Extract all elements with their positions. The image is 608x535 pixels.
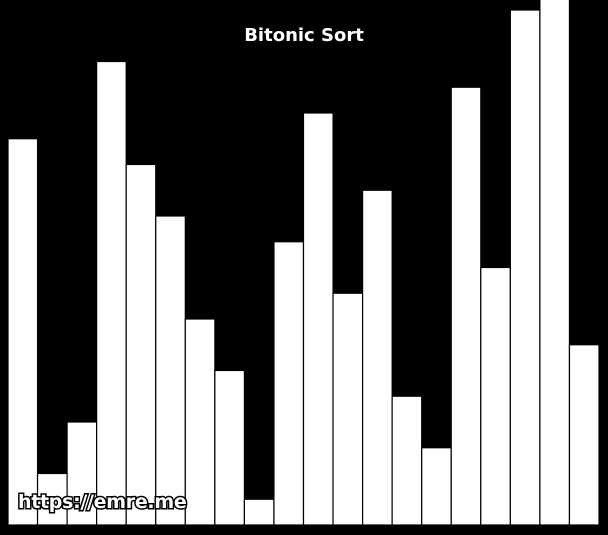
- bar-0: [7, 138, 39, 526]
- bar-7: [214, 369, 246, 526]
- bar-12: [362, 189, 393, 526]
- bar-18: [539, 0, 571, 526]
- bar-4: [125, 163, 157, 526]
- chart-title: Bitonic Sort: [244, 25, 364, 46]
- bar-5: [155, 215, 186, 526]
- bar-17: [509, 9, 541, 526]
- bar-3: [96, 60, 127, 526]
- bar-6: [184, 318, 216, 526]
- bar-19: [568, 344, 600, 526]
- bar-2: [66, 421, 98, 526]
- watermark: https://emre.me: [18, 491, 186, 513]
- bar-11: [332, 292, 364, 526]
- bar-10: [302, 112, 334, 526]
- bar-1: [36, 472, 68, 526]
- bar-9: [273, 241, 305, 526]
- bars-group: [7, 0, 600, 526]
- bar-16: [480, 266, 511, 526]
- bar-14: [421, 447, 452, 526]
- bar-15: [450, 86, 482, 526]
- bar-13: [391, 395, 423, 526]
- bar-8: [243, 498, 275, 526]
